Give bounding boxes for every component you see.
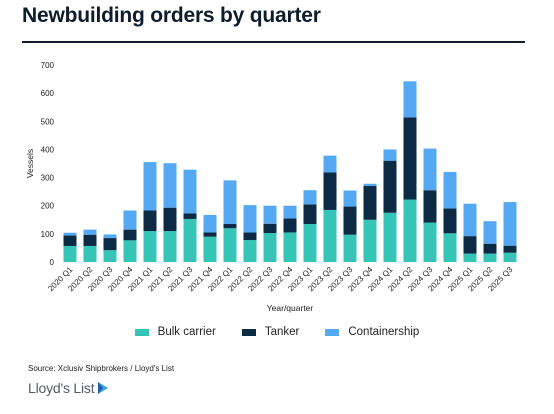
bar-tanker [443,208,457,234]
y-tick-label: 0 [50,258,55,267]
bar-tanker [383,160,397,213]
bar-container [123,210,137,230]
bar-container [103,234,117,239]
bar-tanker [63,235,77,246]
bar-bulk [463,253,477,262]
bar-bulk [143,231,157,262]
legend-swatch-container [325,328,340,336]
y-tick-label: 100 [41,230,55,239]
bar-bulk [343,234,357,262]
bar-tanker [423,190,437,223]
bar-container [483,221,497,244]
bar-tanker [363,186,377,220]
bar-bulk [223,228,237,262]
bar-bulk [303,224,317,262]
bar-tanker [223,224,237,229]
legend-item-tanker: Tanker [241,326,300,338]
bar-bulk [63,245,77,262]
bar-container [383,149,397,161]
bar-tanker [283,218,297,233]
bar-bulk [263,233,277,262]
bar-bulk [323,209,337,262]
bar-bulk [443,233,457,262]
bar-tanker [103,238,117,251]
bar-bulk [423,222,437,262]
source-note: Source: Xclusiv Shipbrokers / Lloyd's Li… [28,364,175,373]
y-tick-label: 600 [41,89,55,98]
bar-bulk [183,218,197,262]
bar-container [323,155,337,173]
play-arrow-icon [98,382,109,394]
bar-tanker [203,232,217,237]
legend-label-tanker: Tanker [264,326,300,338]
bar-tanker [463,236,477,254]
y-tick-label: 300 [41,174,55,183]
bar-container [83,229,97,235]
bar-bulk [203,236,217,262]
bar-tanker [503,245,517,253]
legend-swatch-tanker [241,328,256,336]
bar-container [183,169,197,214]
bar-bulk [403,199,417,262]
bar-container [443,171,457,209]
bar-tanker [83,234,97,246]
bar-bulk [123,240,137,262]
bar-container [403,81,417,118]
legend-item-bulk: Bulk carrier [134,326,216,338]
bar-container [143,162,157,211]
legend-label-container: Containership [348,326,420,338]
bar-tanker [263,223,277,234]
legend-swatch-bulk [134,328,149,336]
bar-container [343,190,357,207]
bar-bulk [243,240,257,262]
bar-bulk [483,253,497,262]
bar-bulk [103,250,117,262]
bar-container [203,215,217,233]
y-tick-label: 500 [41,117,55,126]
brand-logo: Lloyd's List [28,380,109,396]
bar-tanker [303,204,317,225]
bar-container [63,232,77,236]
bar-tanker [163,207,177,232]
bar-container [363,183,377,187]
y-axis-label: Vessels [25,149,35,178]
bar-container [243,205,257,233]
bar-tanker [403,117,417,200]
y-tick-label: 400 [41,145,55,154]
bar-bulk [363,219,377,262]
bar-tanker [243,232,257,241]
bar-tanker [123,229,137,241]
bar-tanker [323,172,337,210]
y-tick-label: 200 [41,202,55,211]
bar-bulk [283,232,297,262]
legend-item-container: Containership [325,326,419,338]
bar-container [263,205,277,224]
bar-bulk [163,231,177,262]
chart-title: Newbuilding orders by quarter [22,4,321,27]
x-axis-label: Year/quarter [267,303,314,313]
legend-label-bulk: Bulk carrier [157,326,216,338]
y-tick-label: 700 [41,61,55,70]
bar-container [423,148,437,191]
brand-name: Lloyd's List [28,380,95,396]
bar-tanker [483,243,497,254]
bar-tanker [143,210,157,232]
bar-bulk [83,245,97,262]
bar-bulk [503,252,517,262]
bar-container [223,180,237,225]
bar-container [163,163,177,208]
bar-container [463,203,477,237]
bar-container [503,202,517,246]
bar-tanker [183,213,197,219]
bar-bulk [383,212,397,262]
bar-tanker [343,206,357,235]
chart-legend: Bulk carrier Tanker Containership [0,326,554,338]
bar-container [283,205,297,219]
title-divider [22,41,525,43]
bar-container [303,190,317,205]
